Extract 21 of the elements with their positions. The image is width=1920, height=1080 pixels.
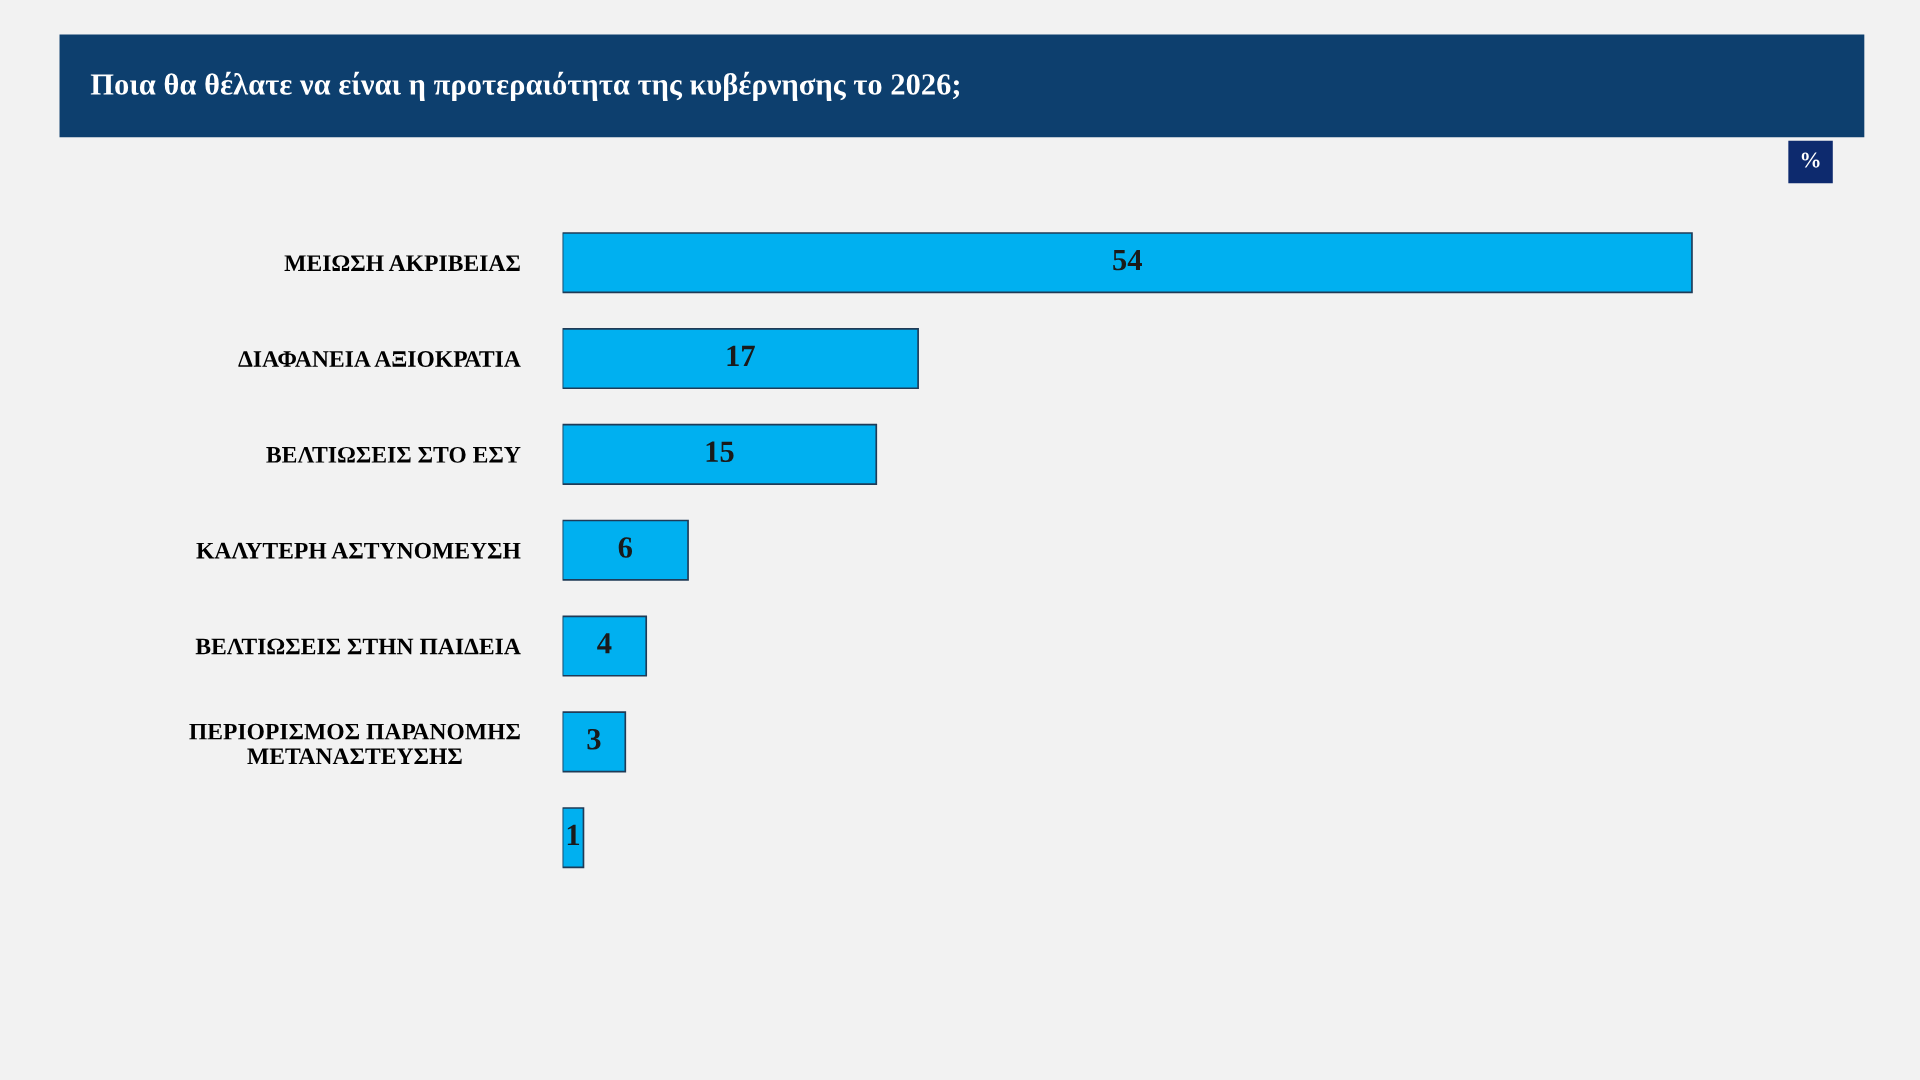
data-label: 4 <box>597 633 612 654</box>
bar <box>562 615 648 677</box>
text: % <box>1801 152 1820 168</box>
bar <box>562 423 878 485</box>
data-label: 1 <box>567 824 580 846</box>
y-tick-label: ΒΕΛΤΙΩΣΕΙΣ ΣΤΗΝ ΠΑΙΔΕΙΑ <box>195 638 521 655</box>
chart-title: Ποια θα θέλατε να είναι η προτεραιότητα της κυβέρνησης το 2026; <box>90 71 960 102</box>
data-label: 17 <box>727 345 755 366</box>
data-label: 6 <box>618 537 633 558</box>
y-tick-label: ΜΕΙΩΣΗ ΑΚΡΙΒΕΙΑΣ <box>284 255 520 271</box>
data-label: 15 <box>706 441 734 463</box>
bar <box>562 519 689 581</box>
data-label: 54 <box>1113 249 1142 271</box>
data-label: 3 <box>587 728 601 750</box>
bar <box>562 711 627 773</box>
y-tick-label: ΠΕΡΙΟΡΙΣΜΟΣ ΠΑΡΑΝΟΜΗΣ ΜΕΤΑΝΑΣΤΕΥΣΗΣ <box>189 723 520 765</box>
y-tick-label: ΒΕΛΤΙΩΣΕΙΣ ΣΤΟ ΕΣΥ <box>266 446 521 463</box>
y-tick-label: ΚΑΛΥΤΕΡΗ ΑΣΤΥΝΟΜΕΥΣΗ <box>196 542 521 559</box>
bar <box>562 232 1693 294</box>
y-tick-label: ΔΙΑΦΑΝΕΙΑ ΑΞΙΟΚΡΑΤΙΑ <box>238 351 521 367</box>
bar <box>562 327 919 390</box>
